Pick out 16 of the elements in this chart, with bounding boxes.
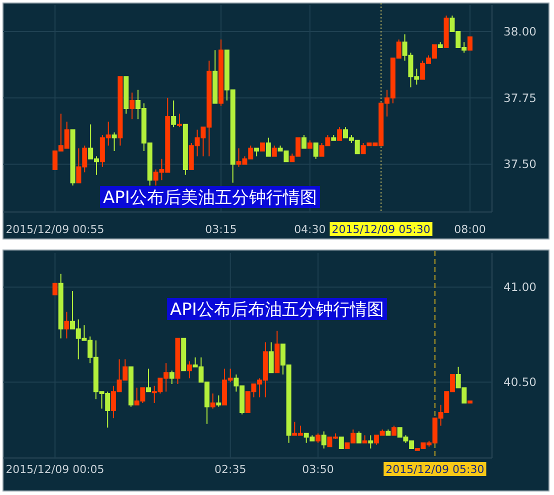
x-tick-label: 03:50 <box>302 463 334 476</box>
text: API公布后美油五分钟行情图 <box>103 188 317 208</box>
text: API公布后布油五分钟行情图 <box>170 300 384 320</box>
y-tick-label: 38.00 <box>504 24 536 39</box>
x-tick-label: 2015/12/09 00:05 <box>6 463 104 476</box>
y-tick-label: 40.50 <box>504 375 536 390</box>
x-tick-label: 2015/12/09 00:55 <box>6 223 104 236</box>
x-tick-label: 08:00 <box>454 223 486 236</box>
y-tick-label: 37.75 <box>504 90 536 105</box>
x-tick-label: 04:30 <box>294 223 326 236</box>
x-tick-label: 2015/12/09 05:30 <box>386 463 484 476</box>
x-tick-label: 02:35 <box>214 463 246 476</box>
x-tick-label: 03:15 <box>205 223 237 236</box>
y-tick-label: 37.50 <box>504 157 536 172</box>
y-tick-label: 41.00 <box>504 280 536 294</box>
x-tick-label: 2015/12/09 05:30 <box>332 223 430 236</box>
